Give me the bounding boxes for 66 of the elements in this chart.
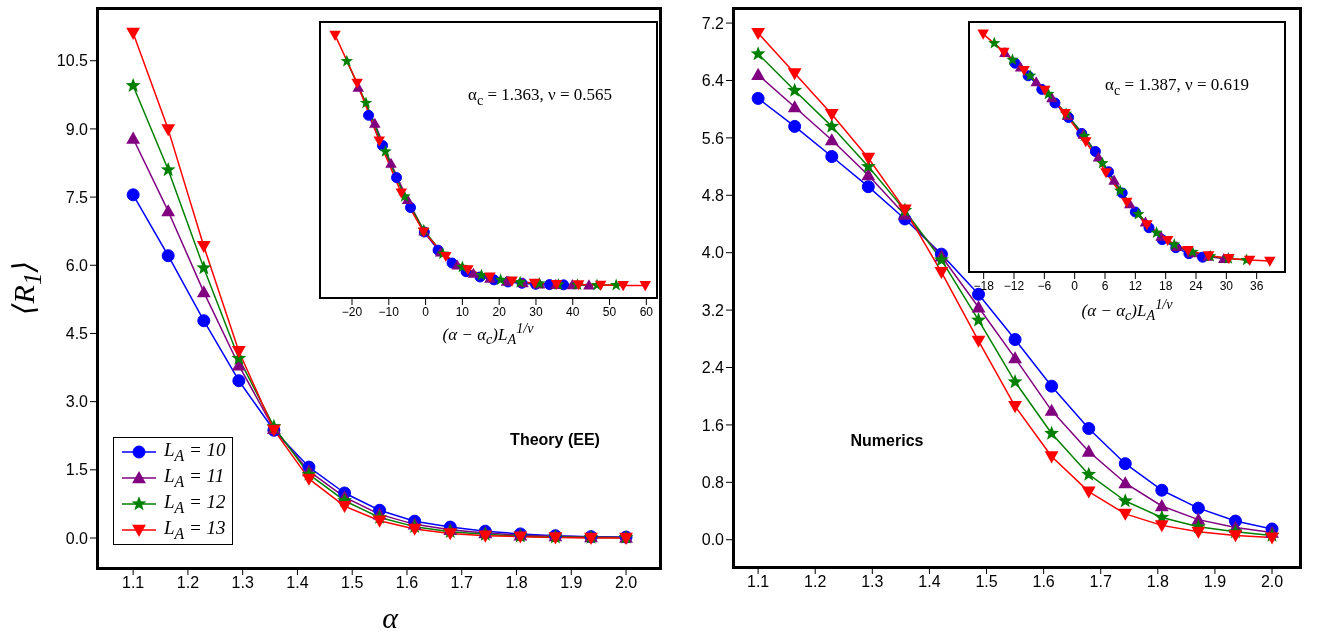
legend-label: L$_{A}$ = 12 (164, 490, 226, 516)
x-tick-label: 1.7 (1089, 573, 1112, 591)
x-tick-label: 0 (1071, 278, 1079, 293)
x-tick-label: −20 (341, 304, 363, 319)
y-tick-label: 3.0 (65, 393, 89, 411)
legend-label: L$_{A}$ = 11 (164, 464, 225, 490)
annotation: Numerics (850, 432, 924, 450)
x-tick-label: −6 (1037, 278, 1052, 293)
x-tick-label: 30 (1219, 278, 1234, 293)
y-tick-label: 7.5 (65, 188, 89, 206)
y-tick-label: 2.4 (701, 359, 725, 377)
x-tick-label: −12 (1003, 278, 1025, 293)
x-tick-label: 1.3 (861, 573, 884, 591)
annotation: Theory (EE) (510, 431, 600, 449)
y-tick-label: 10.5 (56, 52, 89, 70)
annotation: α$_{c}$ = 1.363, ν = 0.565 (467, 85, 613, 109)
x-tick-label: 2.0 (614, 574, 638, 592)
x-tick-label: 2.0 (1260, 573, 1284, 591)
y-tick-label: 1.6 (701, 416, 725, 434)
x-tick-label: 1.4 (286, 574, 309, 592)
x-tick-label: 1.1 (747, 573, 770, 591)
x-tick-label: 1.7 (450, 574, 473, 592)
x-tick-label: 18 (1159, 278, 1173, 293)
x-tick-label: 1.9 (560, 574, 583, 592)
x-tick-label: 1.5 (975, 573, 998, 591)
x-tick-label: 1.6 (395, 574, 419, 592)
y-tick-label: 4.0 (701, 244, 725, 262)
x-tick-label: −10 (378, 304, 400, 319)
x-tick-label: 20 (492, 304, 507, 319)
x-tick-label: 30 (529, 304, 543, 319)
y-tick-label: 6.4 (701, 72, 725, 90)
legend-label: L$_{A}$ = 13 (164, 515, 226, 544)
x-axis-title: α (382, 601, 398, 635)
y-tick-label: 7.2 (701, 14, 725, 32)
x-tick-label: 36 (1250, 278, 1264, 293)
x-tick-label: 40 (566, 304, 580, 319)
x-tick-label: 1.9 (1203, 573, 1227, 591)
y-tick-label: 0.0 (701, 531, 725, 549)
x-tick-label: 1.6 (1032, 573, 1055, 591)
x-tick-label: 0 (422, 304, 430, 319)
x-tick-label: 1.4 (918, 573, 941, 591)
y-tick-label: 4.8 (701, 186, 725, 204)
x-tick-label: 1.1 (122, 574, 145, 592)
x-tick-label: 50 (602, 304, 617, 319)
x-tick-label: 6 (1101, 278, 1109, 293)
x-tick-label: 1.3 (231, 574, 254, 592)
x-tick-label: 1.2 (804, 573, 827, 591)
y-tick-label: 0.8 (701, 474, 725, 491)
y-tick-label: 0.0 (65, 529, 89, 547)
y-tick-label: 4.5 (65, 325, 89, 343)
x-tick-label: 1.8 (1146, 573, 1170, 591)
x-tick-label: −18 (973, 278, 995, 293)
annotation: α$_{c}$ = 1.387, ν = 0.619 (1104, 75, 1250, 99)
x-tick-label: 10 (455, 304, 470, 319)
y-tick-label: 6.0 (65, 256, 89, 274)
y-tick-label: 9.0 (65, 120, 89, 138)
x-tick-label: 60 (639, 304, 654, 319)
y-tick-label: 5.6 (701, 129, 725, 147)
legend-label: L$_{A}$ = 10 (164, 438, 226, 464)
y-tick-label: 1.5 (65, 461, 89, 479)
x-tick-label: 1.5 (341, 574, 364, 592)
x-tick-label: 1.2 (176, 574, 200, 592)
y-tick-label: 3.2 (701, 301, 725, 319)
x-tick-label: 1.8 (505, 574, 528, 592)
x-tick-label: 12 (1128, 278, 1143, 293)
x-tick-label: 24 (1189, 278, 1204, 293)
